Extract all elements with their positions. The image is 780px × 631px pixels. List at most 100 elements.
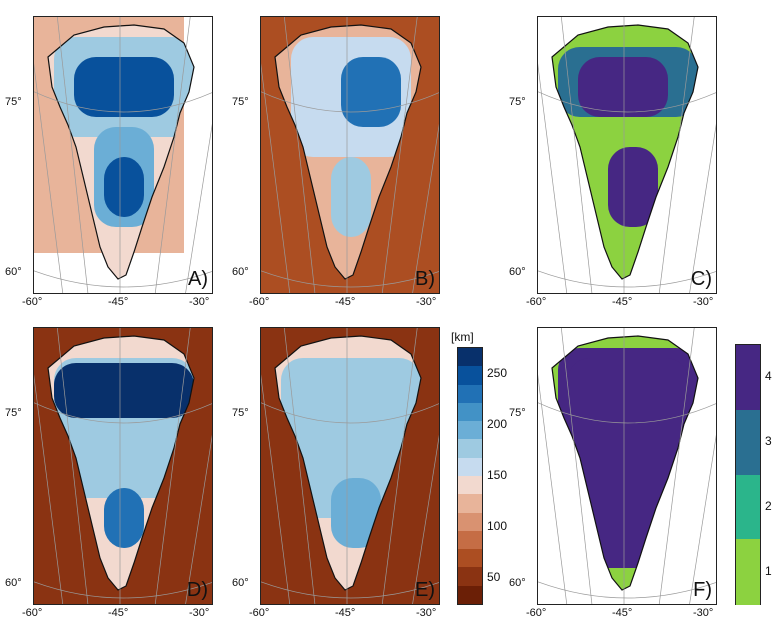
panel-c-region [608,147,658,227]
panel-label: D) [186,579,208,601]
panel-e: E) [260,327,440,605]
colorbar-segment [458,457,482,477]
colorbar-segment [458,530,482,550]
x-tick-label: -45° [108,607,129,619]
panel-c-coastline [551,24,699,280]
panel-a-graticule [34,17,212,293]
colorbar-tick-label: 2 [765,498,772,513]
panel-b-map [261,17,439,293]
colorbar-tick-label: 4 [765,369,772,384]
panel-c: C) [537,16,717,294]
x-tick-label: -45° [108,296,129,308]
panel-d: D) [33,327,213,605]
colorbar-segment [458,512,482,532]
colorbar-segment [736,474,760,540]
colorbar-tick-label: 150 [487,468,508,482]
colorbar-tick-label: 3 [765,434,772,449]
colorbar-segment [458,348,482,367]
colorbar-tick-label: 250 [487,365,508,380]
x-tick-label: -30° [693,607,714,619]
panel-label: A) [188,268,208,290]
x-tick-label: -60° [22,607,43,619]
panel-label: C) [690,268,712,290]
colorbar-class [735,344,761,605]
colorbar-segment [458,476,482,495]
panel-label: B) [415,268,435,290]
colorbar-tick-label: 200 [487,416,508,431]
x-tick-label: -30° [416,296,437,308]
x-tick-label: -60° [249,607,270,619]
y-tick-label: 75° [509,407,526,419]
panel-a-coastline [47,24,195,280]
panel-a-region [74,57,174,117]
x-tick-label: -45° [612,296,633,308]
panel-c-graticule [538,17,716,293]
colorbar-segment [458,494,482,514]
colorbar-thickness [457,347,483,605]
colorbar-segment [736,345,760,411]
colorbar-segment [458,439,482,459]
panel-e-graticule [261,328,439,604]
y-tick-label: 60° [5,577,22,589]
x-tick-label: -60° [526,296,547,308]
panel-f-coastline [551,335,699,591]
x-tick-label: -45° [335,607,356,619]
y-tick-label: 75° [232,96,249,108]
panel-f: F) [537,327,717,605]
x-tick-label: -60° [22,296,43,308]
panel-e-region [331,478,381,548]
panel-d-coastline [47,335,195,591]
y-tick-label: 60° [232,266,249,278]
x-tick-label: -60° [249,296,270,308]
panel-d-region [104,488,144,548]
x-tick-label: -45° [612,607,633,619]
y-tick-label: 75° [5,407,22,419]
colorbar-segment [736,409,760,475]
y-tick-label: 60° [509,577,526,589]
panel-e-region [281,358,421,518]
panel-a-map [34,17,212,293]
panel-a: A) [33,16,213,294]
x-tick-label: -30° [416,607,437,619]
colorbar-segment [458,421,482,440]
panel-a-region [104,157,144,217]
panel-b-graticule [261,17,439,293]
x-tick-label: -30° [693,296,714,308]
colorbar-segment [458,366,482,386]
panel-b-region [331,157,371,237]
colorbar-segment [736,539,760,605]
panel-b-region [341,57,401,127]
colorbar-tick-label: 1 [765,563,772,578]
x-tick-label: -45° [335,296,356,308]
colorbar-segment [458,384,482,404]
colorbar-segment [458,549,482,568]
panel-e-map [261,328,439,604]
y-tick-label: 75° [509,96,526,108]
panel-d-map [34,328,212,604]
panel-b: B) [260,16,440,294]
x-tick-label: -60° [526,607,547,619]
y-tick-label: 60° [509,266,526,278]
x-tick-label: -30° [189,607,210,619]
panel-e-coastline [274,335,422,591]
panel-label: F) [693,579,712,601]
panel-label: E) [415,579,435,601]
colorbar-tick-label: 100 [487,519,508,534]
panel-d-graticule [34,328,212,604]
panel-c-map [538,17,716,293]
panel-f-graticule [538,328,716,604]
panel-f-map [538,328,716,604]
y-tick-label: 60° [232,577,249,589]
panel-d-region [54,363,194,418]
colorbar-tick-label: 50 [487,570,501,585]
colorbar-segment [458,402,482,422]
colorbar-segment [458,567,482,587]
panel-b-coastline [274,24,422,280]
y-tick-label: 75° [232,407,249,419]
colorbar-segment [458,585,482,605]
y-tick-label: 75° [5,96,22,108]
y-tick-label: 60° [5,266,22,278]
panel-f-region [568,358,688,538]
x-tick-label: -30° [189,296,210,308]
panel-c-region [578,57,668,117]
